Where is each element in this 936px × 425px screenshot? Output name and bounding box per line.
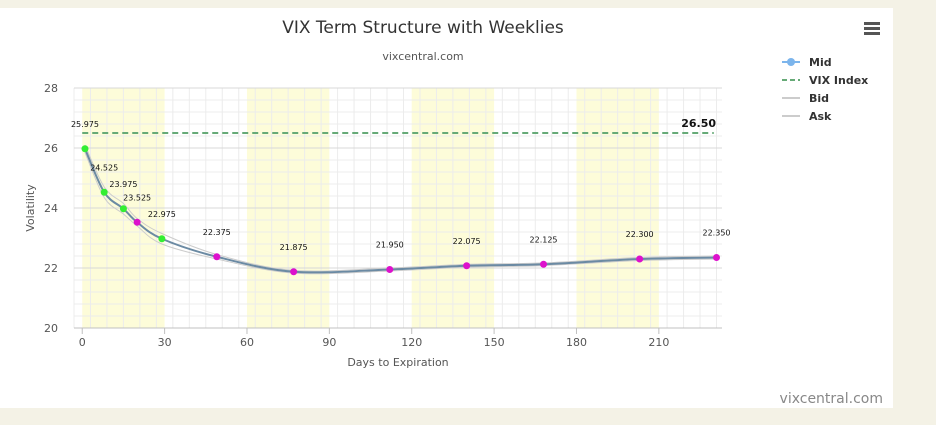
y-tick-label: 20 [44,322,58,335]
x-axis-title: Days to Expiration [347,356,448,369]
x-tick-label: 30 [158,336,172,349]
vix-index-value-label: 26.50 [681,117,716,130]
chart-container: 0 30 60 90 120 150 180 210 20 22 24 26 28 25.975 24.5… [0,8,893,408]
chart-svg: 0 30 60 90 120 150 180 210 20 22 24 26 28 25.975 24.5… [24,18,884,369]
bid-line [84,152,717,275]
mid-data-point [213,253,221,261]
mid-data-point [81,145,89,153]
mid-data-label: 25.975 [71,120,99,129]
legend-label-vix-index: VIX Index [809,74,868,87]
mid-data-label: 22.375 [203,228,231,237]
mid-data-point [463,262,471,270]
mid-data-point [540,260,548,268]
mid-data-label: 23.975 [109,180,137,189]
x-tick-label: 120 [401,336,422,349]
mid-data-point [713,254,721,261]
x-tick-label: 210 [648,336,669,349]
legend-label-ask: Ask [809,110,832,123]
mid-data-point [119,205,127,213]
mid-data-label: 21.950 [376,241,404,250]
mid-data-label: 22.075 [453,237,481,246]
mid-data-label: 22.975 [148,210,176,219]
y-tick-label: 26 [44,142,58,155]
legend-label-bid: Bid [809,92,829,105]
y-axis-title: Volatility [24,184,37,232]
y-tick-label: 24 [44,202,58,215]
chart-subtitle: vixcentral.com [382,50,463,63]
x-tick-label: 60 [240,336,254,349]
mid-data-label: 22.125 [530,235,558,244]
mid-data-point [636,255,644,263]
y-tick-label: 22 [44,262,58,275]
mid-data-label: 23.525 [123,193,151,202]
mid-data-point [290,268,298,276]
mid-data-point [386,266,394,273]
mid-data-label: 21.875 [280,243,308,252]
mid-data-point [133,218,141,226]
x-tick-label: 0 [79,336,86,349]
hamburger-menu-icon[interactable] [860,18,884,40]
mid-data-label: 22.300 [626,230,654,239]
mid-data-label: 24.525 [90,163,118,172]
credit-text[interactable]: vixcentral.com [780,391,883,407]
credit-watermark: vixcentral.com [780,391,883,407]
legend-label-mid: Mid [809,56,832,69]
chart-title: VIX Term Structure with Weeklies [282,18,564,38]
y-tick-label: 28 [44,82,58,95]
legend-item-bid[interactable]: Bid [782,92,829,105]
legend-item-ask[interactable]: Ask [782,110,832,123]
mid-data-point [158,235,166,243]
x-tick-label: 180 [566,336,587,349]
ask-line [84,144,717,272]
x-tick-label: 90 [322,336,336,349]
x-tick-label: 150 [484,336,505,349]
mid-data-point [100,188,108,196]
mid-data-label: 22.350 [703,229,731,238]
legend-item-mid[interactable]: Mid [782,56,832,69]
legend: Mid VIX Index Bid Ask [782,56,868,123]
legend-item-vix-index[interactable]: VIX Index [782,74,868,87]
